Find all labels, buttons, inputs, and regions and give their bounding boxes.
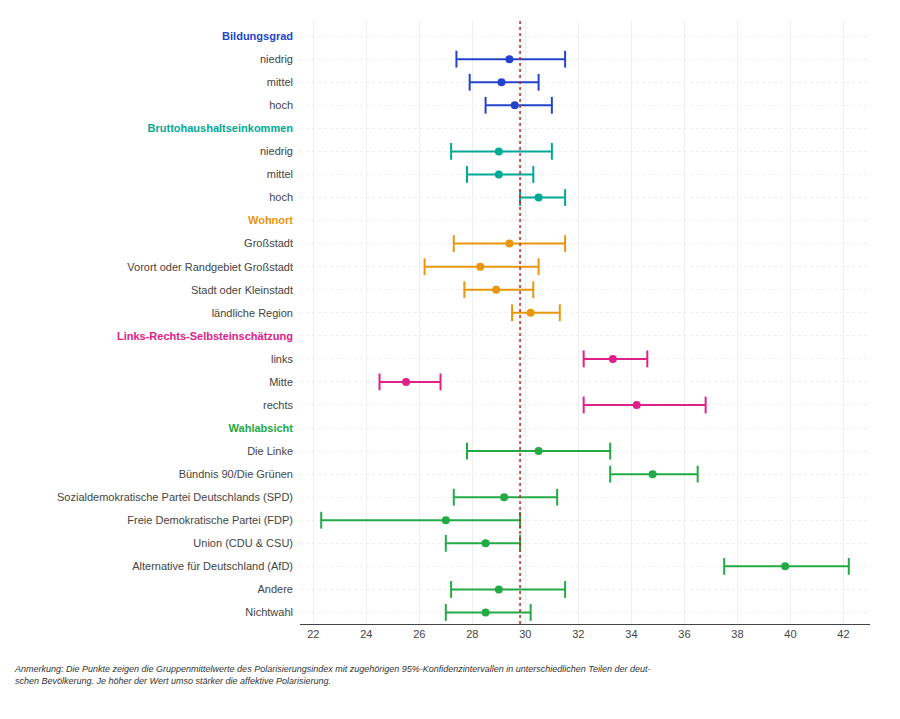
- svg-text:Stadt oder Kleinstadt: Stadt oder Kleinstadt: [191, 284, 293, 296]
- svg-text:Wahlabsicht: Wahlabsicht: [229, 422, 294, 434]
- svg-text:Union (CDU & CSU): Union (CDU & CSU): [193, 537, 293, 549]
- svg-text:hoch: hoch: [269, 99, 293, 111]
- svg-text:36: 36: [678, 628, 690, 640]
- svg-text:26: 26: [413, 628, 425, 640]
- svg-text:34: 34: [625, 628, 637, 640]
- svg-text:Anmerkung: Die Punkte zeigen d: Anmerkung: Die Punkte zeigen die Gruppen…: [14, 664, 651, 686]
- svg-text:links: links: [271, 353, 294, 365]
- svg-text:42: 42: [837, 628, 849, 640]
- svg-text:Nichtwahl: Nichtwahl: [245, 606, 293, 618]
- svg-text:Freie Demokratische Partei (FD: Freie Demokratische Partei (FDP): [127, 514, 293, 526]
- svg-text:24: 24: [360, 628, 372, 640]
- svg-text:ländliche Region: ländliche Region: [212, 307, 293, 319]
- svg-text:28: 28: [466, 628, 478, 640]
- svg-text:Großstadt: Großstadt: [244, 237, 293, 249]
- svg-text:Die Linke: Die Linke: [247, 445, 293, 457]
- svg-text:hoch: hoch: [269, 191, 293, 203]
- svg-text:Vorort oder Randgebiet Großsta: Vorort oder Randgebiet Großstadt: [127, 261, 293, 273]
- svg-text:mittel: mittel: [267, 168, 293, 180]
- svg-text:niedrig: niedrig: [260, 145, 293, 157]
- svg-text:rechts: rechts: [263, 399, 293, 411]
- svg-text:Alternative für Deutschland (A: Alternative für Deutschland (AfD): [132, 560, 293, 572]
- svg-text:Bündnis 90/Die Grünen: Bündnis 90/Die Grünen: [179, 468, 293, 480]
- svg-text:Mitte: Mitte: [269, 376, 293, 388]
- svg-text:Andere: Andere: [258, 583, 293, 595]
- svg-text:38: 38: [731, 628, 743, 640]
- svg-text:Sozialdemokratische Partei Deu: Sozialdemokratische Partei Deutschlands …: [57, 491, 293, 503]
- svg-text:Wohnort: Wohnort: [248, 214, 293, 226]
- svg-text:32: 32: [572, 628, 584, 640]
- svg-text:40: 40: [784, 628, 796, 640]
- svg-text:Bildungsgrad: Bildungsgrad: [222, 30, 293, 42]
- svg-text:mittel: mittel: [267, 76, 293, 88]
- svg-text:niedrig: niedrig: [260, 53, 293, 65]
- svg-text:Bruttohaushaltseinkommen: Bruttohaushaltseinkommen: [148, 122, 294, 134]
- svg-text:Links-Rechts-Selbsteinschätzun: Links-Rechts-Selbsteinschätzung: [117, 330, 293, 342]
- svg-text:22: 22: [307, 628, 319, 640]
- svg-text:30: 30: [519, 628, 531, 640]
